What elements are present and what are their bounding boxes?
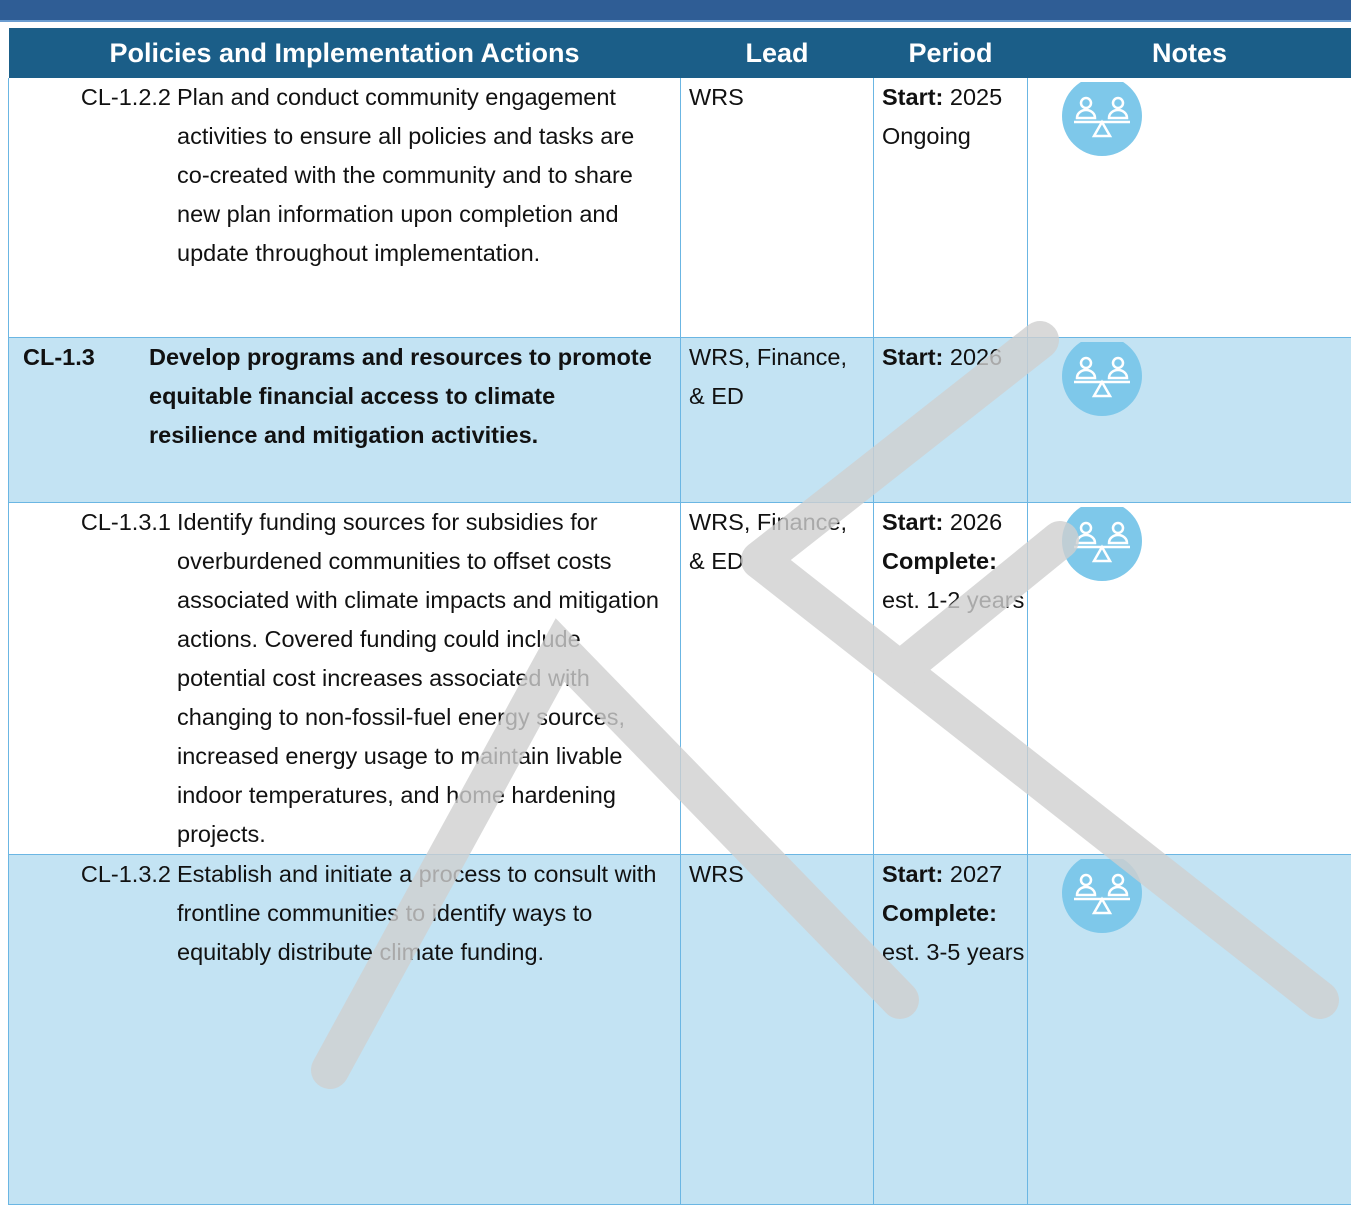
- action-id: CL-1.2.2: [17, 78, 177, 273]
- period-line: Start: 2026: [882, 338, 1027, 377]
- top-bar: [0, 0, 1351, 22]
- notes-cell: [1028, 337, 1351, 502]
- period-value: 2025: [950, 84, 1002, 110]
- action-id: CL-1.3: [17, 338, 149, 455]
- period-value: est. 3-5 years: [882, 939, 1024, 965]
- notes-cell: [1028, 854, 1351, 1204]
- equity-icon: [1040, 859, 1166, 935]
- action-text: Develop programs and resources to promot…: [149, 338, 680, 455]
- period-label: Start:: [882, 509, 943, 535]
- period-line: Start: 2025: [882, 78, 1027, 117]
- action-id: CL-1.3.1: [17, 503, 177, 854]
- lead: WRS: [689, 855, 853, 894]
- period-label: Complete:: [882, 900, 997, 926]
- lead-cell: WRS: [681, 78, 874, 337]
- period-label: Complete:: [882, 548, 997, 574]
- header-row: Policies and Implementation Actions Lead…: [9, 28, 1351, 78]
- page: Policies and Implementation Actions Lead…: [0, 0, 1351, 1092]
- period-line: Start: 2027: [882, 855, 1027, 894]
- period-line: Complete:: [882, 542, 1027, 581]
- action-text: Plan and conduct community engagement ac…: [177, 78, 680, 273]
- notes-cell: [1028, 78, 1351, 337]
- lead: WRS: [689, 78, 853, 117]
- equity-icon: [1040, 507, 1166, 583]
- period-cell: Start: 2027 Complete: est. 3-5 years: [874, 854, 1028, 1204]
- period-value: Ongoing: [882, 117, 1027, 156]
- period-label: Start:: [882, 84, 943, 110]
- period-cell: Start: 2026: [874, 337, 1028, 502]
- column-header: Period: [874, 28, 1028, 78]
- period-label: Start:: [882, 344, 943, 370]
- period-value: 2027: [950, 861, 1002, 887]
- notes-cell: [1028, 502, 1351, 854]
- lead: WRS, Finance, & ED: [689, 503, 853, 581]
- action-text: Identify funding sources for subsidies f…: [177, 503, 680, 854]
- equity-icon: [1040, 82, 1166, 158]
- column-header: Lead: [681, 28, 874, 78]
- period-line: Start: 2026: [882, 503, 1027, 542]
- action-id: CL-1.3.2: [17, 855, 177, 972]
- lead: WRS, Finance, & ED: [689, 338, 853, 416]
- period-label: Start:: [882, 861, 943, 887]
- period-value: 2026: [950, 344, 1002, 370]
- actions-table: Policies and Implementation Actions Lead…: [8, 28, 1351, 1205]
- period-value: 2026: [950, 509, 1002, 535]
- period-cell: Start: 2026 Complete: est. 1-2 years: [874, 502, 1028, 854]
- equity-icon: [1040, 342, 1166, 418]
- column-header: Policies and Implementation Actions: [9, 28, 681, 78]
- column-header: Notes: [1028, 28, 1351, 78]
- period-value: est. 1-2 years: [882, 587, 1024, 613]
- lead-cell: WRS: [681, 854, 874, 1204]
- action-text: Establish and initiate a process to cons…: [177, 855, 680, 972]
- lead-cell: WRS, Finance, & ED: [681, 502, 874, 854]
- period-line: Complete:: [882, 894, 1027, 933]
- lead-cell: WRS, Finance, & ED: [681, 337, 874, 502]
